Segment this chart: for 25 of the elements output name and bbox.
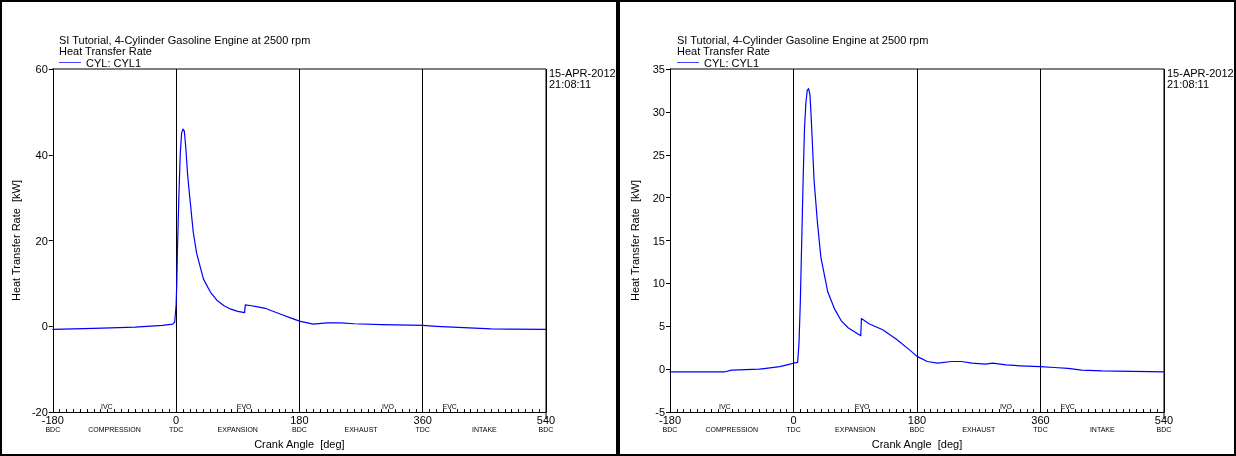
x-axis-title: Crank Angle [deg]	[254, 437, 345, 450]
y-axis-title: Heat Transfer Rate [kW]	[628, 180, 641, 302]
y-tick-label: 40	[35, 148, 48, 161]
y-tick-label: 0	[658, 363, 665, 376]
y-tick-label: 60	[35, 63, 48, 75]
y-tick-label: 20	[652, 191, 665, 204]
y-tick-label: 15	[652, 234, 665, 247]
chart-title: SI Tutorial, 4-Cylinder Gasoline Engine at 2500 rpm	[677, 33, 929, 46]
line-series	[669, 88, 1165, 373]
y-tick-label: 25	[652, 148, 665, 161]
legend-label: CYL: CYL1	[704, 56, 760, 69]
x-axis-title: Crank Angle [deg]	[871, 437, 963, 450]
y-tick-label: 30	[652, 105, 665, 118]
y-tick-label: 0	[41, 320, 48, 333]
legend-label: CYL: CYL1	[86, 56, 142, 69]
y-tick-label: 5	[658, 320, 665, 333]
text: 15-APR-2012 21:08:11	[1167, 66, 1234, 90]
y-axis-title: Heat Transfer Rate [kW]	[9, 180, 22, 302]
y-tick-label: 10	[652, 277, 665, 290]
y-tick-label: 20	[35, 234, 48, 247]
line-series	[52, 128, 547, 330]
chart-title: SI Tutorial, 4-Cylinder Gasoline Engine at 2500 rpm	[59, 33, 311, 46]
y-tick-label: -5	[655, 406, 665, 419]
text: 15-APR-2012 21:08:11	[549, 66, 616, 90]
y-tick-label: 35	[652, 63, 665, 75]
